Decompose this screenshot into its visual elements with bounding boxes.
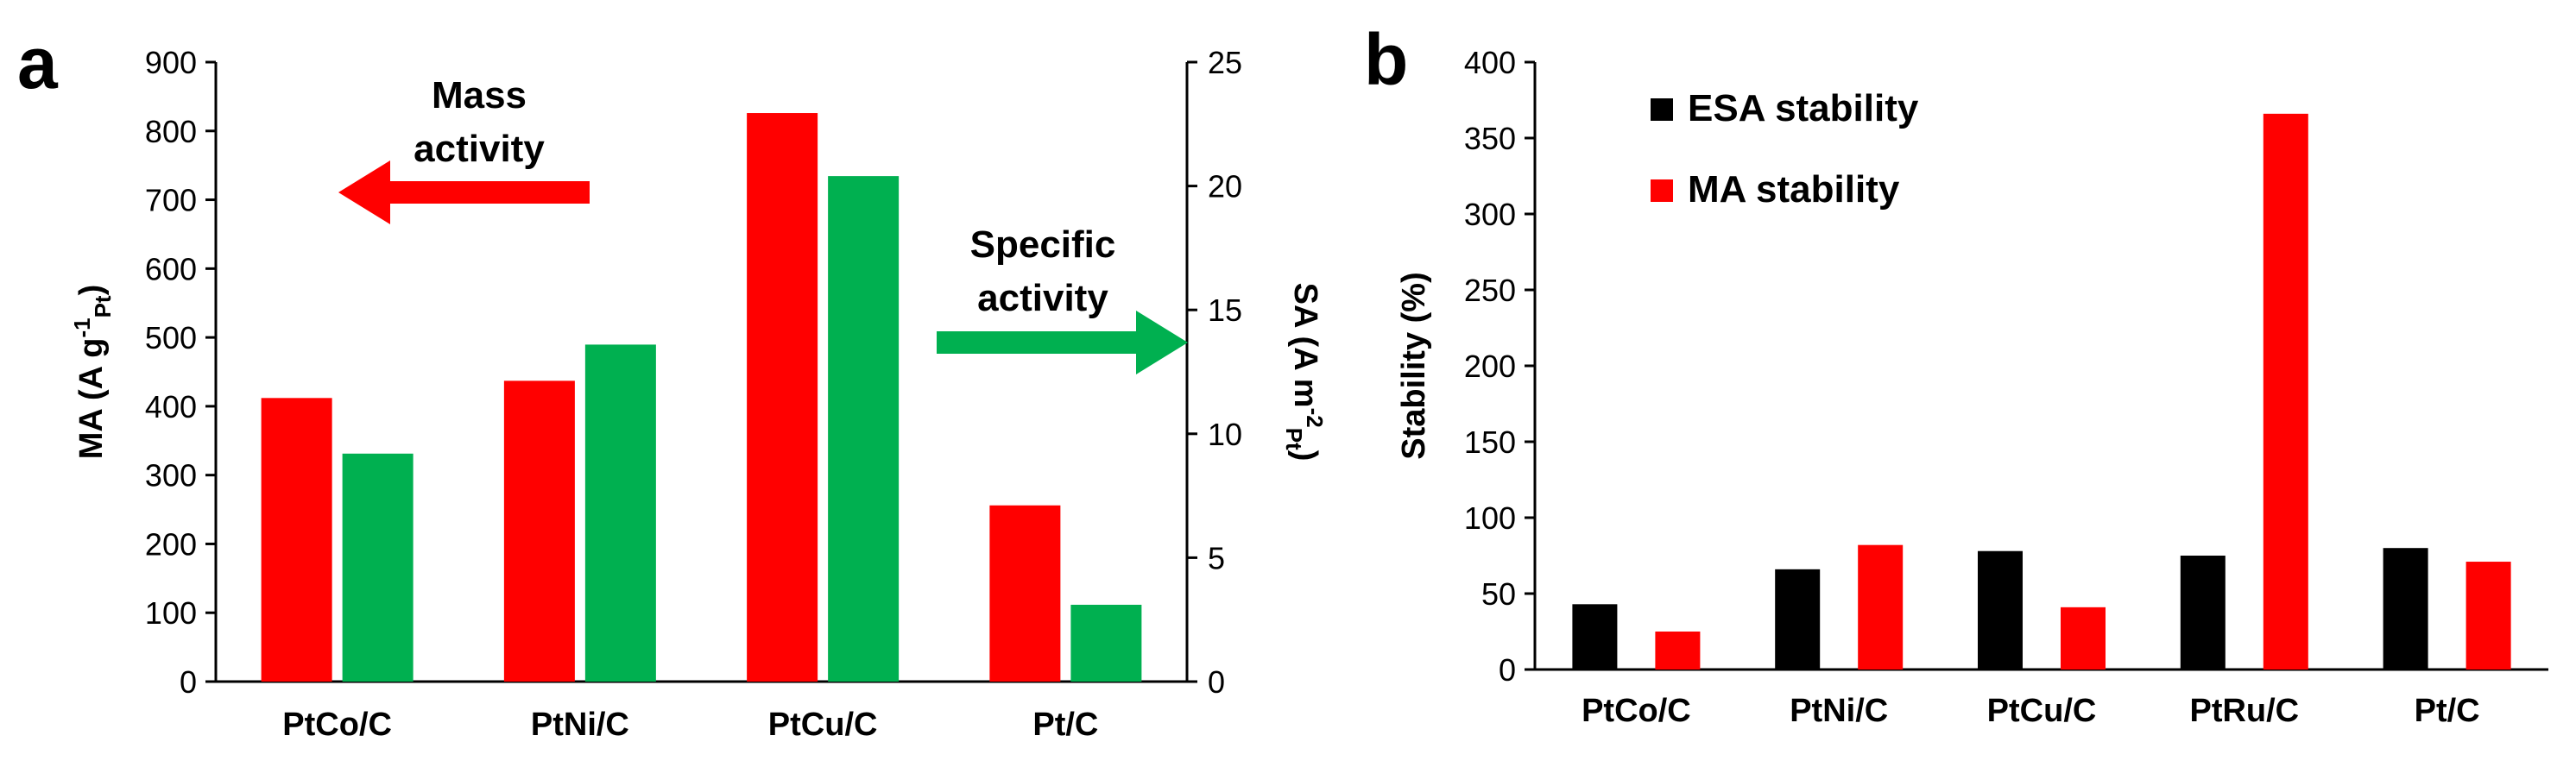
bar-mass-activity-1 (261, 398, 332, 682)
legend-swatch-esa (1651, 98, 1673, 121)
y-tick-label: 50 (1481, 576, 1516, 612)
x-tick-label: Pt/C (2415, 693, 2480, 729)
x-tick-label: PtNi/C (531, 707, 629, 743)
annotation-specific-line2: activity (977, 277, 1108, 319)
bar-mass-activity-4 (989, 505, 1061, 682)
y-right-label-sub: Pt (1281, 428, 1307, 450)
bar-specific-activity-2 (584, 344, 656, 682)
chart-a: 0 100 200 300 400 500 600 700 800 900 0 5 10 15 20 25 Pt… (69, 45, 1328, 743)
right-tick-label: 0 (1208, 664, 1225, 700)
panel-label-a: a (17, 22, 59, 104)
left-tick-label: 500 (145, 320, 197, 355)
x-tick-label: Pt/C (1032, 707, 1098, 743)
bar-mass-activity-2 (503, 380, 575, 682)
y-tick-label: 300 (1464, 197, 1516, 232)
left-tick-label: 200 (145, 526, 197, 562)
x-tick-label: PtCu/C (1987, 693, 2097, 729)
bar-specific-activity-4 (1070, 604, 1142, 682)
y-tick-label: 100 (1464, 500, 1516, 536)
x-tick-label: PtNi/C (1790, 693, 1888, 729)
y-right-label-main: SA (A m (1287, 283, 1323, 408)
bar-mass-activity-3 (747, 113, 818, 682)
right-tick-label: 15 (1208, 292, 1242, 328)
right-tick-label: 5 (1208, 540, 1225, 575)
bar-ma-stability-2 (1858, 544, 1904, 670)
y-axis-label: Stability (%) (1396, 272, 1432, 459)
bar-ma-stability-5 (2466, 562, 2511, 670)
left-tick-label: 600 (145, 251, 197, 286)
y-left-label-sup: -1 (69, 317, 95, 337)
y-tick-label: 350 (1464, 121, 1516, 156)
annotation-mass-line2: activity (414, 128, 545, 170)
y-right-label-sup: -2 (1302, 408, 1328, 428)
x-tick-label: PtCo/C (1582, 693, 1691, 729)
y-right-label-close: ) (1287, 450, 1323, 462)
left-tick-label: 400 (145, 389, 197, 424)
bar-specific-activity-1 (342, 453, 414, 682)
y-axis-left-label: MA (A g-1Pt) (69, 285, 116, 459)
left-tick-label: 300 (145, 458, 197, 494)
y-left-label-close: ) (73, 285, 110, 296)
bar-ma-stability-4 (2263, 113, 2308, 670)
bar-esa-stability-3 (1978, 550, 2023, 670)
y-tick-label: 200 (1464, 349, 1516, 384)
right-tick-label: 25 (1208, 45, 1242, 80)
y-tick-label: 0 (1499, 652, 1516, 688)
x-tick-label: PtCo/C (282, 707, 392, 743)
left-tick-label: 100 (145, 595, 197, 631)
legend-swatch-ma (1651, 179, 1673, 202)
bar-ma-stability-3 (2061, 607, 2106, 670)
bar-specific-activity-3 (828, 176, 900, 682)
chart-b: 0 50 100 150 200 250 300 350 400 PtCo/C PtNi/C PtCu… (1396, 45, 2548, 729)
left-tick-label: 0 (180, 664, 197, 700)
panel-label-b: b (1364, 19, 1408, 100)
bar-esa-stability-2 (1775, 569, 1821, 670)
x-tick-label: PtRu/C (2189, 693, 2299, 729)
legend-label-esa: ESA stability (1688, 87, 1919, 129)
y-tick-label: 400 (1464, 45, 1516, 80)
bar-esa-stability-4 (2180, 556, 2226, 670)
y-left-label-sub: Pt (90, 295, 116, 317)
left-tick-label: 700 (145, 183, 197, 218)
left-tick-label: 800 (145, 114, 197, 149)
y-tick-label: 150 (1464, 424, 1516, 460)
bar-ma-stability-1 (1655, 632, 1701, 670)
y-left-label-main: MA (A g (73, 338, 110, 460)
bar-esa-stability-5 (2383, 548, 2428, 670)
specific-activity-arrow (937, 311, 1188, 374)
annotation-mass-line1: Mass (432, 74, 527, 116)
left-tick-label: 900 (145, 45, 197, 80)
y-axis-right-label: SA (A m-2Pt) (1281, 283, 1328, 462)
right-tick-label: 10 (1208, 417, 1242, 452)
right-tick-label: 20 (1208, 169, 1242, 204)
legend-label-ma: MA stability (1688, 168, 1900, 211)
annotation-specific-line1: Specific (970, 223, 1116, 266)
x-tick-label: PtCu/C (768, 707, 878, 743)
y-tick-label: 250 (1464, 273, 1516, 308)
bar-esa-stability-1 (1572, 604, 1618, 670)
mass-activity-arrow (338, 160, 590, 224)
